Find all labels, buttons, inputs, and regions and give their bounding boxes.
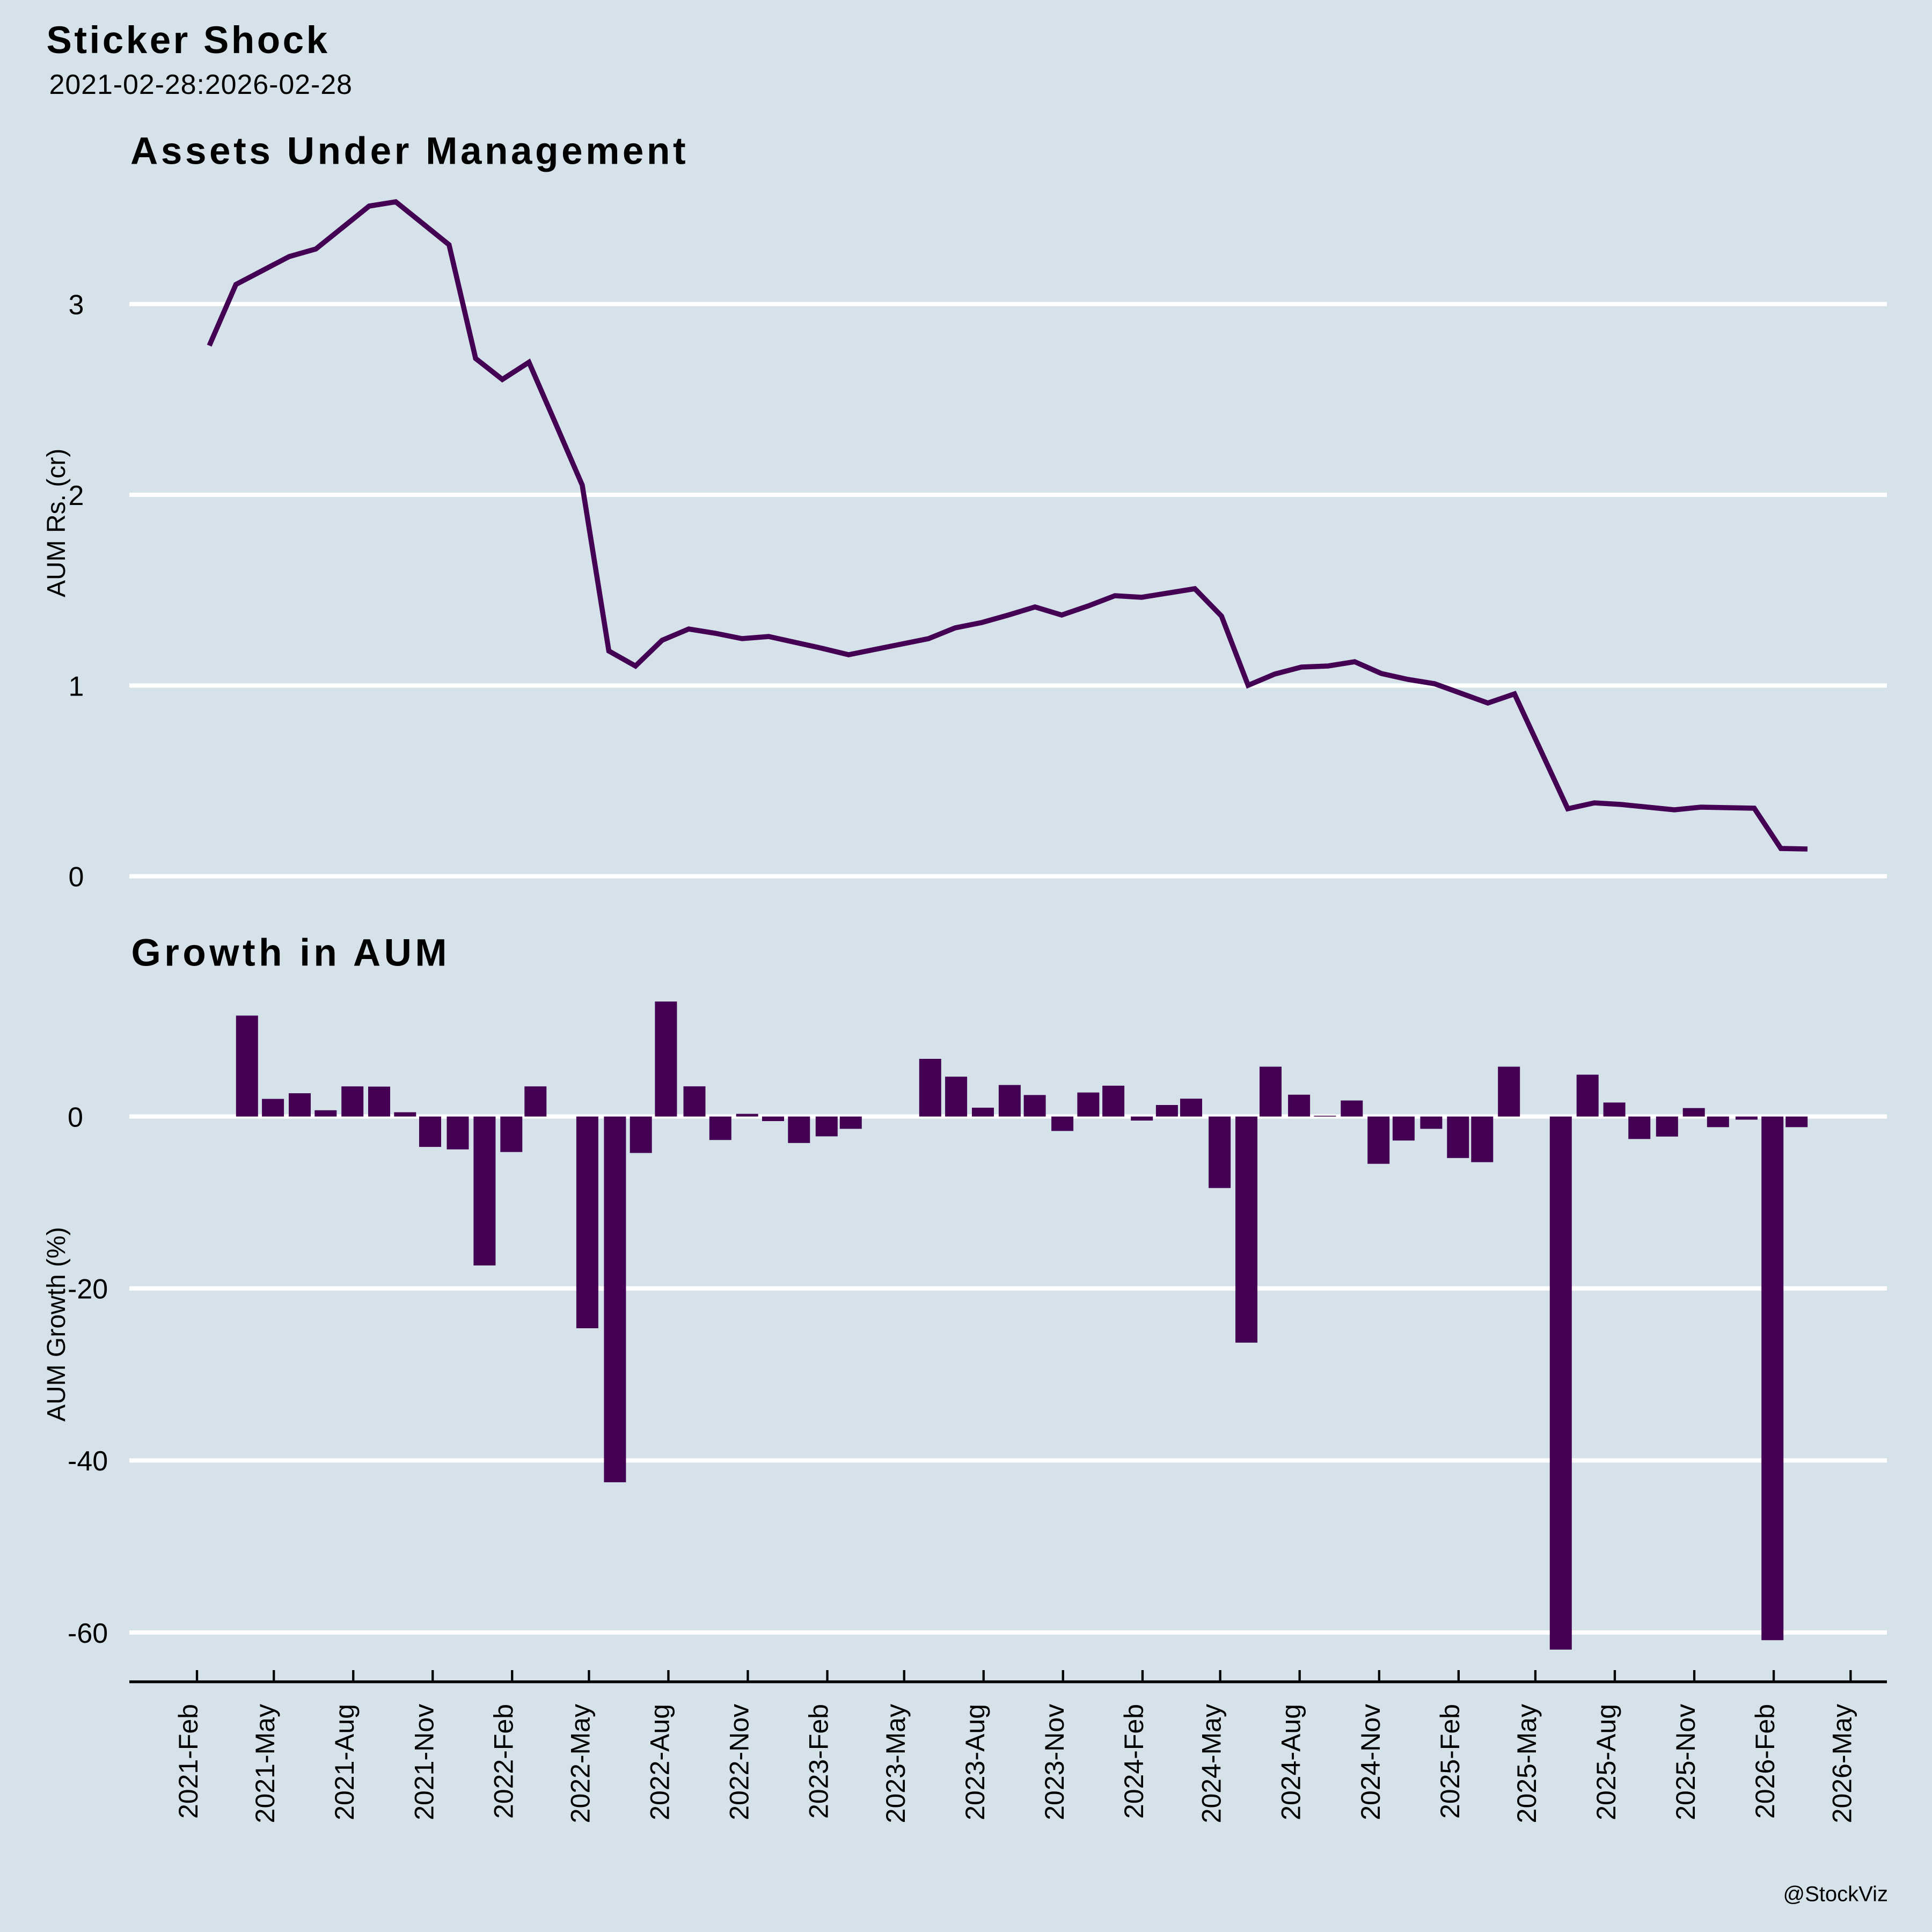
svg-text:Assets Under Management: Assets Under Management — [130, 130, 689, 172]
svg-text:2023-Feb: 2023-Feb — [804, 1704, 834, 1819]
svg-text:2024-Aug: 2024-Aug — [1276, 1704, 1306, 1820]
svg-text:-60: -60 — [68, 1618, 108, 1649]
svg-text:-40: -40 — [68, 1446, 108, 1477]
svg-text:2021-May: 2021-May — [250, 1704, 280, 1823]
svg-text:2022-May: 2022-May — [566, 1704, 596, 1823]
svg-text:Sticker Shock: Sticker Shock — [47, 19, 330, 62]
svg-text:1: 1 — [69, 671, 84, 702]
svg-text:2023-May: 2023-May — [881, 1704, 911, 1823]
svg-text:AUM Growth (%): AUM Growth (%) — [42, 1227, 71, 1422]
svg-text:0: 0 — [68, 1102, 83, 1133]
svg-text:AUM Rs. (cr): AUM Rs. (cr) — [42, 449, 71, 597]
svg-text:2024-Nov: 2024-Nov — [1356, 1704, 1386, 1820]
svg-text:3: 3 — [69, 289, 84, 320]
svg-text:-20: -20 — [68, 1274, 108, 1305]
svg-text:Growth in AUM: Growth in AUM — [131, 932, 451, 975]
svg-text:2: 2 — [69, 480, 84, 511]
svg-text:2021-02-28:2026-02-28: 2021-02-28:2026-02-28 — [49, 69, 353, 100]
svg-text:2022-Feb: 2022-Feb — [488, 1704, 518, 1819]
svg-text:0: 0 — [69, 862, 84, 893]
svg-text:2023-Nov: 2023-Nov — [1040, 1704, 1070, 1820]
svg-text:2023-Aug: 2023-Aug — [960, 1704, 990, 1820]
svg-text:2025-May: 2025-May — [1512, 1704, 1542, 1823]
svg-text:2022-Nov: 2022-Nov — [724, 1704, 755, 1820]
svg-text:2021-Aug: 2021-Aug — [330, 1704, 360, 1820]
svg-text:2024-May: 2024-May — [1197, 1704, 1227, 1823]
svg-text:2026-May: 2026-May — [1827, 1704, 1857, 1823]
svg-text:2025-Nov: 2025-Nov — [1671, 1704, 1701, 1820]
svg-text:2022-Aug: 2022-Aug — [645, 1704, 675, 1820]
svg-text:2021-Feb: 2021-Feb — [173, 1704, 203, 1819]
svg-text:2021-Nov: 2021-Nov — [409, 1704, 439, 1820]
svg-text:2025-Feb: 2025-Feb — [1435, 1704, 1465, 1819]
svg-text:2024-Feb: 2024-Feb — [1119, 1704, 1149, 1819]
svg-text:2026-Feb: 2026-Feb — [1750, 1704, 1780, 1819]
svg-text:@StockViz: @StockViz — [1783, 1883, 1889, 1906]
svg-text:2025-Aug: 2025-Aug — [1591, 1704, 1621, 1820]
